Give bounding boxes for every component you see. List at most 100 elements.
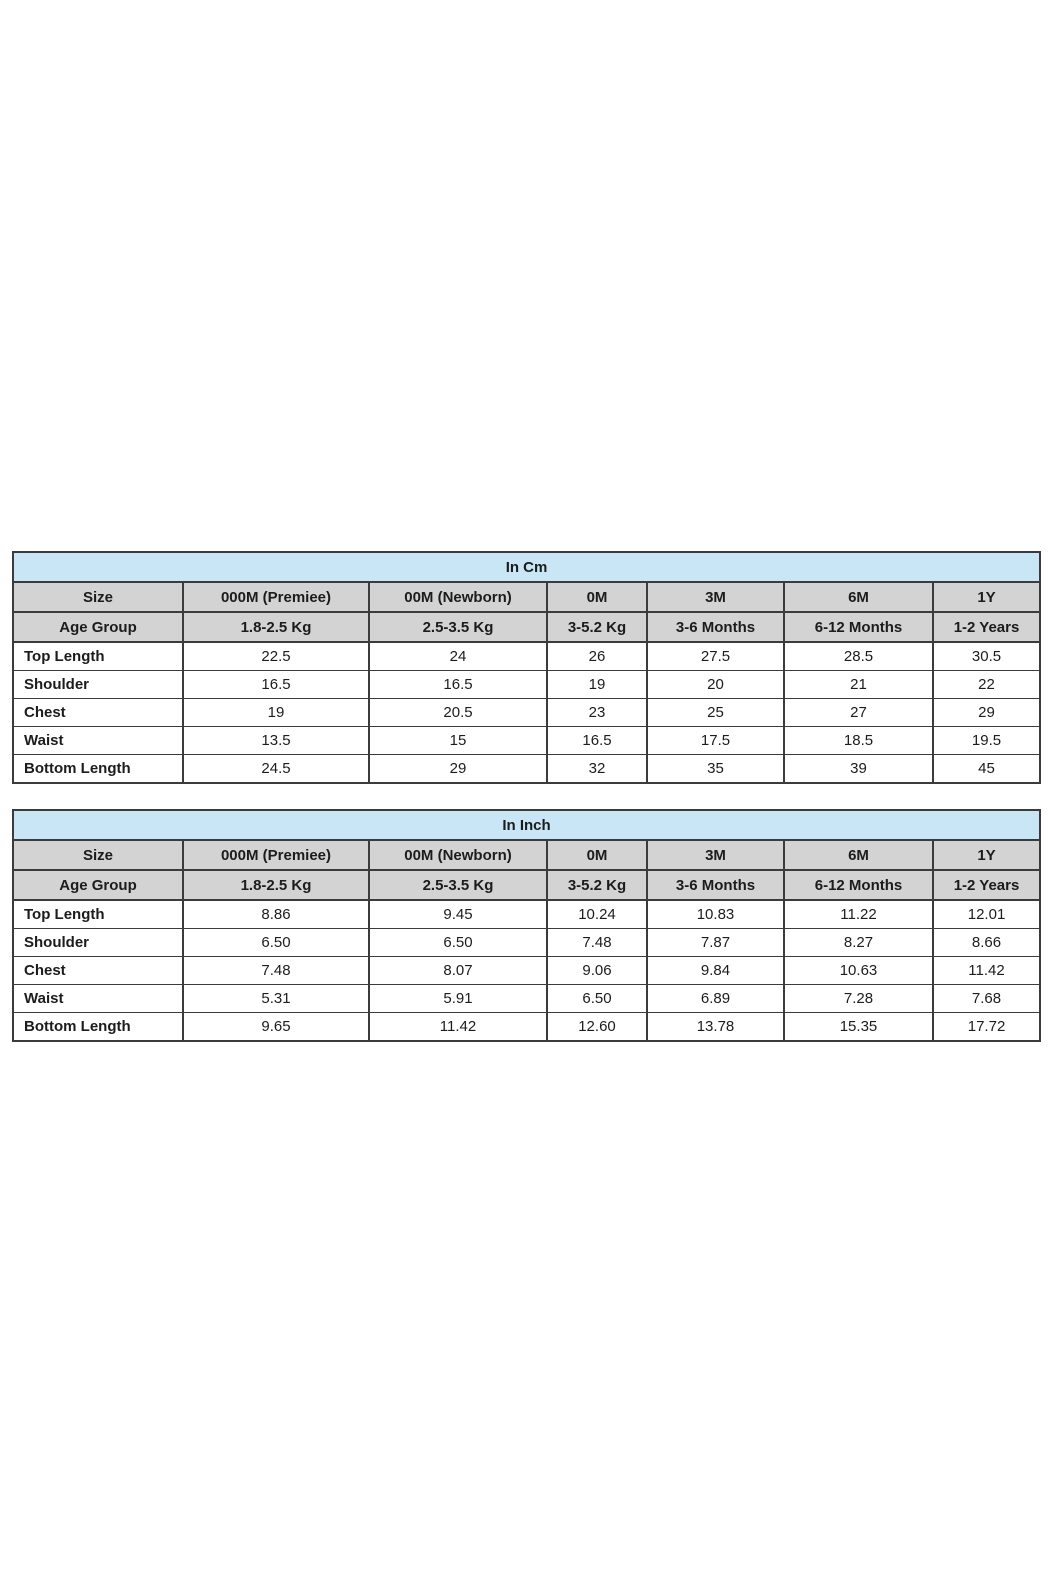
age-group-cell: 1.8-2.5 Kg xyxy=(182,869,370,901)
measurement-label: Bottom Length xyxy=(12,1012,184,1042)
age-group-cell: 1.8-2.5 Kg xyxy=(182,611,370,643)
measurement-label: Top Length xyxy=(12,899,184,929)
column-header-cell: 6M xyxy=(783,839,934,871)
measurement-value: 10.63 xyxy=(783,956,934,985)
age-group-cell: 3-5.2 Kg xyxy=(546,611,648,643)
measurement-value: 9.65 xyxy=(182,1012,370,1042)
measurement-value: 22.5 xyxy=(182,641,370,671)
measurement-label: Shoulder xyxy=(12,928,184,957)
measurement-value: 39 xyxy=(783,754,934,784)
measurement-value: 25 xyxy=(646,698,785,727)
measurement-value: 11.22 xyxy=(783,899,934,929)
age-group-label: Age Group xyxy=(12,869,184,901)
column-header-cell: 00M (Newborn) xyxy=(368,839,548,871)
measurement-value: 32 xyxy=(546,754,648,784)
measurement-value: 11.42 xyxy=(931,956,1042,985)
measurement-value: 24 xyxy=(368,641,548,671)
measurement-value: 27 xyxy=(783,698,934,727)
measurement-value: 6.50 xyxy=(368,928,548,957)
measurement-value: 8.27 xyxy=(783,928,934,957)
measurement-value: 6.50 xyxy=(182,928,370,957)
measurement-value: 30.5 xyxy=(931,641,1042,671)
column-header-cell: 000M (Premiee) xyxy=(182,581,370,613)
measurement-value: 8.86 xyxy=(182,899,370,929)
measurement-value: 22 xyxy=(931,670,1042,699)
age-group-cell: 2.5-3.5 Kg xyxy=(368,869,548,901)
table-title-row: In Inch xyxy=(11,809,1042,841)
age-group-cell: 6-12 Months xyxy=(783,869,934,901)
measurement-value: 5.91 xyxy=(368,984,548,1013)
measurement-value: 18.5 xyxy=(783,726,934,755)
measurement-value: 10.83 xyxy=(646,899,785,929)
size-header-label: Size xyxy=(12,839,184,871)
measurement-value: 16.5 xyxy=(546,726,648,755)
size-table-cm: In Cm Size 000M (Premiee) 00M (Newborn) … xyxy=(11,551,1042,784)
column-header-cell: 0M xyxy=(546,839,648,871)
measurement-value: 10.24 xyxy=(546,899,648,929)
size-header-label: Size xyxy=(12,581,184,613)
measurement-label: Top Length xyxy=(12,641,184,671)
measurement-value: 20 xyxy=(646,670,785,699)
table-row: Top Length 22.5 24 26 27.5 28.5 30.5 xyxy=(12,641,1042,671)
measurement-value: 27.5 xyxy=(646,641,785,671)
measurement-value: 13.78 xyxy=(646,1012,785,1042)
table-row: Waist 13.5 15 16.5 17.5 18.5 19.5 xyxy=(12,726,1042,755)
measurement-value: 7.48 xyxy=(182,956,370,985)
age-group-cell: 6-12 Months xyxy=(783,611,934,643)
measurement-value: 13.5 xyxy=(182,726,370,755)
table-row: Chest 19 20.5 23 25 27 29 xyxy=(12,698,1042,727)
table-row: Waist 5.31 5.91 6.50 6.89 7.28 7.68 xyxy=(12,984,1042,1013)
measurement-value: 23 xyxy=(546,698,648,727)
measurement-value: 12.01 xyxy=(931,899,1042,929)
measurement-value: 35 xyxy=(646,754,785,784)
measurement-value: 28.5 xyxy=(783,641,934,671)
measurement-value: 8.07 xyxy=(368,956,548,985)
measurement-value: 8.66 xyxy=(931,928,1042,957)
column-header-cell: 3M xyxy=(646,839,785,871)
measurement-value: 17.72 xyxy=(931,1012,1042,1042)
column-header-cell: 1Y xyxy=(931,581,1042,613)
column-header-cell: 6M xyxy=(783,581,934,613)
measurement-value: 16.5 xyxy=(182,670,370,699)
measurement-value: 21 xyxy=(783,670,934,699)
measurement-value: 29 xyxy=(368,754,548,784)
size-header-row: Size 000M (Premiee) 00M (Newborn) 0M 3M … xyxy=(12,581,1042,613)
measurement-value: 7.28 xyxy=(783,984,934,1013)
measurement-value: 7.87 xyxy=(646,928,785,957)
measurement-label: Shoulder xyxy=(12,670,184,699)
age-group-cell: 1-2 Years xyxy=(931,611,1042,643)
age-group-cell: 2.5-3.5 Kg xyxy=(368,611,548,643)
table-title: In Inch xyxy=(11,809,1042,841)
measurement-value: 7.68 xyxy=(931,984,1042,1013)
measurement-value: 9.84 xyxy=(646,956,785,985)
measurement-value: 6.50 xyxy=(546,984,648,1013)
measurement-value: 7.48 xyxy=(546,928,648,957)
age-group-cell: 1-2 Years xyxy=(931,869,1042,901)
measurement-value: 45 xyxy=(931,754,1042,784)
measurement-label: Chest xyxy=(12,956,184,985)
size-header-row: Size 000M (Premiee) 00M (Newborn) 0M 3M … xyxy=(12,839,1042,871)
measurement-value: 6.89 xyxy=(646,984,785,1013)
column-header-cell: 1Y xyxy=(931,839,1042,871)
measurement-value: 11.42 xyxy=(368,1012,548,1042)
table-row: Bottom Length 9.65 11.42 12.60 13.78 15.… xyxy=(12,1012,1042,1042)
table-title-row: In Cm xyxy=(11,551,1042,583)
measurement-value: 9.45 xyxy=(368,899,548,929)
age-group-cell: 3-5.2 Kg xyxy=(546,869,648,901)
table-title: In Cm xyxy=(11,551,1042,583)
measurement-label: Waist xyxy=(12,984,184,1013)
column-header-cell: 000M (Premiee) xyxy=(182,839,370,871)
measurement-label: Bottom Length xyxy=(12,754,184,784)
measurement-value: 26 xyxy=(546,641,648,671)
measurement-value: 12.60 xyxy=(546,1012,648,1042)
measurement-value: 15 xyxy=(368,726,548,755)
age-group-label: Age Group xyxy=(12,611,184,643)
table-row: Chest 7.48 8.07 9.06 9.84 10.63 11.42 xyxy=(12,956,1042,985)
table-row: Shoulder 6.50 6.50 7.48 7.87 8.27 8.66 xyxy=(12,928,1042,957)
measurement-value: 24.5 xyxy=(182,754,370,784)
age-group-row: Age Group 1.8-2.5 Kg 2.5-3.5 Kg 3-5.2 Kg… xyxy=(12,611,1042,643)
table-row: Shoulder 16.5 16.5 19 20 21 22 xyxy=(12,670,1042,699)
measurement-value: 5.31 xyxy=(182,984,370,1013)
measurement-value: 19 xyxy=(182,698,370,727)
